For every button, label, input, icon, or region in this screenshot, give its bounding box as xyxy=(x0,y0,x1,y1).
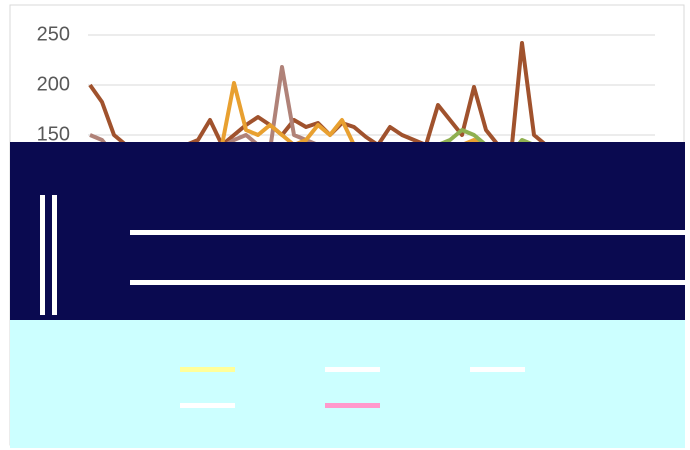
y-tick-label: 200 xyxy=(37,73,70,95)
glitch-stripe xyxy=(130,280,685,285)
glitch-stripe xyxy=(180,403,235,408)
glitch-stripe xyxy=(40,195,45,315)
glitch-stripe xyxy=(52,195,57,315)
glitch-stripe xyxy=(130,230,685,235)
glitch-stripe xyxy=(325,403,380,408)
glitch-block xyxy=(10,320,685,448)
y-tick-label: 150 xyxy=(37,123,70,145)
glitch-overlay xyxy=(10,142,685,448)
glitch-stripe xyxy=(180,367,235,372)
glitch-stripe xyxy=(325,367,380,372)
y-tick-label: 250 xyxy=(37,23,70,45)
glitch-stripe xyxy=(470,367,525,372)
